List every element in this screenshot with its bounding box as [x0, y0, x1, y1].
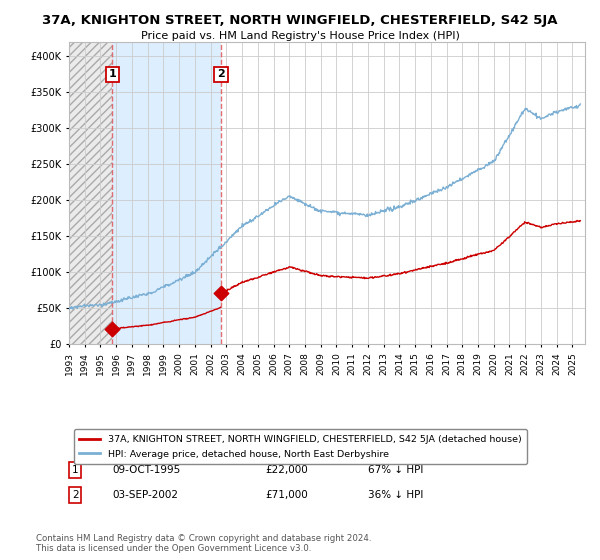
Text: 03-SEP-2002: 03-SEP-2002	[113, 489, 179, 500]
Text: 1: 1	[109, 69, 116, 80]
Text: 36% ↓ HPI: 36% ↓ HPI	[368, 489, 424, 500]
Point	[107, 324, 117, 333]
Text: 1: 1	[72, 465, 79, 475]
Bar	[112, 42, 221, 344]
Bar	[69, 42, 112, 344]
Text: £22,000: £22,000	[265, 465, 308, 475]
Text: 09-OCT-1995: 09-OCT-1995	[113, 465, 181, 475]
Text: £71,000: £71,000	[265, 489, 308, 500]
Text: 2: 2	[72, 489, 79, 500]
Legend: 37A, KNIGHTON STREET, NORTH WINGFIELD, CHESTERFIELD, S42 5JA (detached house), H: 37A, KNIGHTON STREET, NORTH WINGFIELD, C…	[74, 430, 527, 464]
Text: 37A, KNIGHTON STREET, NORTH WINGFIELD, CHESTERFIELD, S42 5JA: 37A, KNIGHTON STREET, NORTH WINGFIELD, C…	[42, 14, 558, 27]
Point	[217, 289, 226, 298]
Text: 2: 2	[217, 69, 225, 80]
Text: 67% ↓ HPI: 67% ↓ HPI	[368, 465, 424, 475]
Text: Contains HM Land Registry data © Crown copyright and database right 2024.
This d: Contains HM Land Registry data © Crown c…	[36, 534, 371, 553]
Text: Price paid vs. HM Land Registry's House Price Index (HPI): Price paid vs. HM Land Registry's House …	[140, 31, 460, 41]
